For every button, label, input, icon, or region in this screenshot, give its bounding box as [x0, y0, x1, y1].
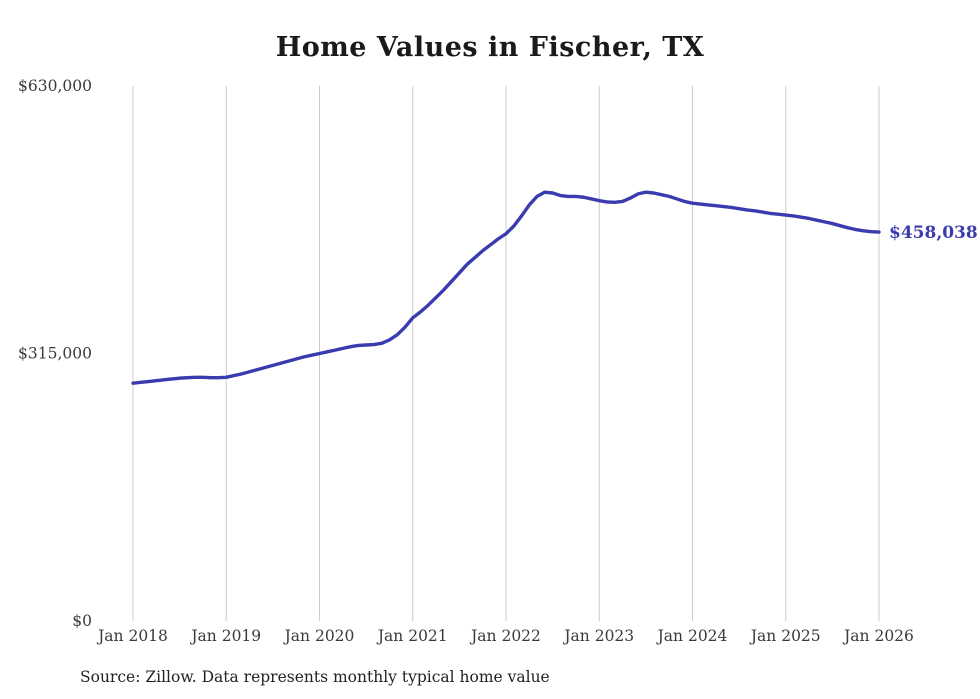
y-tick-label: $0	[72, 612, 92, 630]
x-tick-label: Jan 2019	[189, 627, 261, 645]
x-tick-label: Jan 2024	[656, 627, 728, 645]
x-tick-label: Jan 2022	[469, 627, 541, 645]
x-tick-label: Jan 2025	[749, 627, 821, 645]
chart-title: Home Values in Fischer, TX	[275, 32, 705, 63]
source-note: Source: Zillow. Data represents monthly …	[80, 668, 550, 686]
end-value-label: $458,038	[889, 223, 978, 243]
home-value-line	[131, 190, 881, 385]
x-tick-label: Jan 2018	[96, 627, 168, 645]
y-tick-label: $315,000	[18, 345, 92, 363]
x-tick-label: Jan 2023	[562, 627, 634, 645]
y-tick-label: $630,000	[18, 77, 92, 95]
x-tick-label: Jan 2021	[376, 627, 448, 645]
x-tick-label: Jan 2020	[283, 627, 355, 645]
x-tick-label: Jan 2026	[842, 627, 914, 645]
